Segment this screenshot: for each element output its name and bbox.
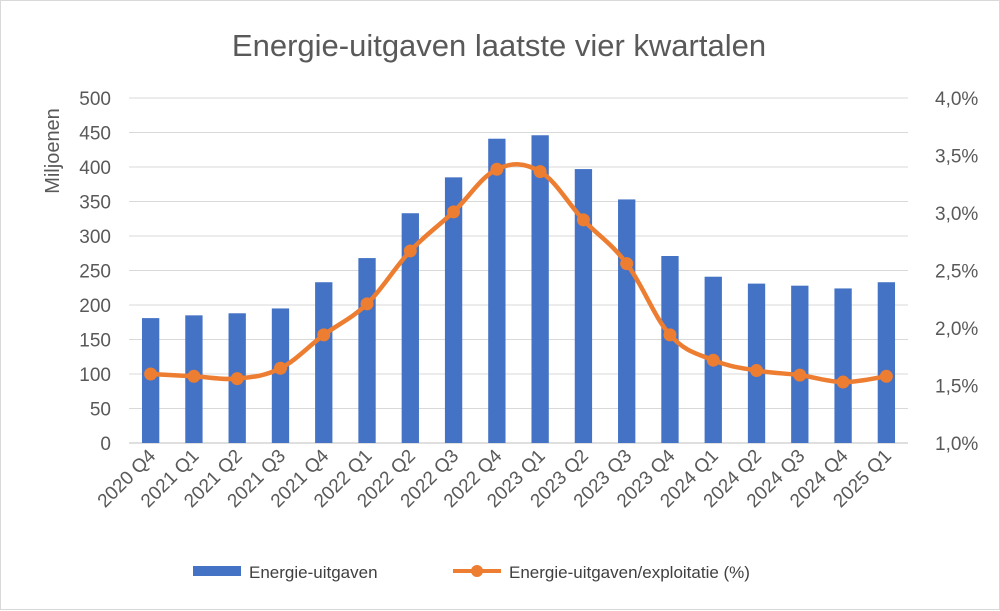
chart-title: Energie-uitgaven laatste vier kwartalen <box>232 28 766 63</box>
bar <box>747 283 766 443</box>
bar <box>834 288 852 443</box>
bar <box>661 256 679 443</box>
y2-tick-label: 3,5% <box>935 147 978 168</box>
bar <box>315 282 333 443</box>
line-point <box>663 328 677 342</box>
bar <box>401 213 419 443</box>
line-point <box>447 205 461 219</box>
right-axis-ticks: 1,0% 1,5% 2,0% 2,5% 3,0% 3,5% 4,0% <box>935 89 978 455</box>
y-tick-label: 300 <box>79 227 111 248</box>
bar <box>877 282 896 443</box>
bar-series <box>141 135 896 443</box>
y-tick-label: 200 <box>79 296 111 317</box>
line-point <box>317 328 331 342</box>
y2-tick-label: 2,0% <box>935 319 978 340</box>
y2-tick-label: 2,5% <box>935 262 978 283</box>
y2-tick-label: 3,0% <box>935 204 978 225</box>
line-point <box>620 257 634 271</box>
line-point <box>360 297 374 311</box>
bar <box>791 285 809 443</box>
line-point <box>836 375 850 389</box>
legend-line-label: Energie-uitgaven/exploitatie (%) <box>509 563 750 582</box>
y-tick-label: 500 <box>79 89 111 110</box>
bar <box>531 135 549 443</box>
bar <box>444 177 463 443</box>
y-tick-label: 250 <box>79 262 111 283</box>
line-point <box>273 361 287 375</box>
line-point <box>490 162 504 176</box>
line-point <box>706 353 720 367</box>
line-point <box>230 372 244 386</box>
y-tick-label: 450 <box>79 124 111 145</box>
legend-line-marker <box>471 565 483 577</box>
y2-tick-label: 1,5% <box>935 377 978 398</box>
bar <box>488 138 506 443</box>
legend: Energie-uitgaven Energie-uitgaven/exploi… <box>193 563 750 582</box>
y-tick-label: 50 <box>90 400 111 421</box>
series-line <box>150 162 887 385</box>
y-axis-label: Miljoenen <box>42 108 64 194</box>
line-series <box>144 162 893 389</box>
y-tick-label: 100 <box>79 365 111 386</box>
line-point <box>879 369 893 383</box>
line-point <box>144 367 158 381</box>
line-point <box>750 364 764 378</box>
y-tick-label: 350 <box>79 193 111 214</box>
bar <box>618 199 636 443</box>
y-tick-label: 150 <box>79 331 111 352</box>
y-tick-label: 400 <box>79 158 111 179</box>
bar <box>271 308 290 443</box>
line-point <box>533 165 547 179</box>
line-point <box>187 369 201 383</box>
legend-bar-swatch <box>193 566 241 576</box>
legend-bar-label: Energie-uitgaven <box>249 563 378 582</box>
line-point <box>403 244 417 258</box>
line-point <box>793 368 807 382</box>
y2-tick-label: 1,0% <box>935 434 978 455</box>
left-axis-ticks: 0 50 100 150 200 250 300 350 400 450 500 <box>79 89 111 455</box>
line-point <box>576 213 590 227</box>
y2-tick-label: 4,0% <box>935 89 978 110</box>
bar <box>574 169 593 443</box>
y-tick-label: 0 <box>100 434 111 455</box>
bar <box>141 318 160 443</box>
bar <box>358 258 376 443</box>
